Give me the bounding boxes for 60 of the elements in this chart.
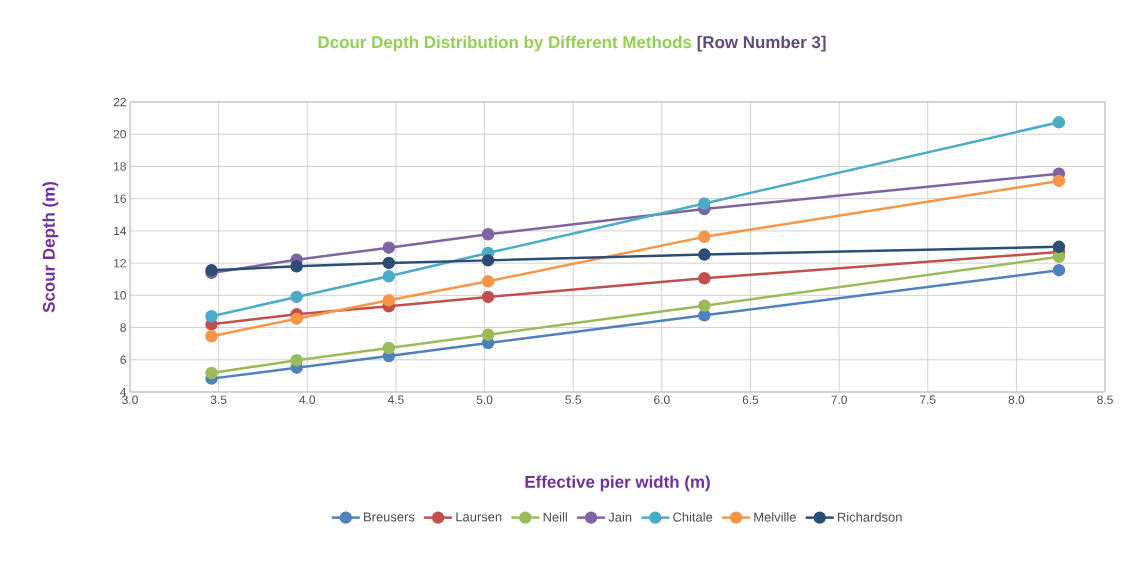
point bbox=[481, 290, 495, 304]
legend-label: Laursen bbox=[456, 512, 502, 522]
y-tick-label: 16 bbox=[114, 194, 126, 203]
point bbox=[481, 254, 495, 267]
y-tick-label: 18 bbox=[114, 162, 126, 171]
y-tick-label: 14 bbox=[114, 226, 127, 235]
point bbox=[382, 270, 396, 283]
chart-title: Dcour Depth Distribution by Different Methods bbox=[318, 35, 692, 52]
point bbox=[1052, 174, 1066, 188]
x-tick-label: 3.0 bbox=[122, 395, 138, 404]
y-tick-label: 10 bbox=[114, 291, 127, 300]
y-tick-label: 4 bbox=[120, 387, 127, 397]
point bbox=[698, 230, 711, 244]
x-tick-label: 8.0 bbox=[1008, 395, 1025, 404]
legend-label: Jain bbox=[608, 512, 632, 522]
legend-label: Richardson bbox=[838, 512, 902, 522]
x-tick-label: 4.5 bbox=[387, 395, 404, 404]
x-tick-label: 8.5 bbox=[1097, 395, 1113, 404]
point bbox=[698, 272, 711, 285]
x-tick-label: 6.0 bbox=[654, 395, 670, 404]
x-tick-label: 3.5 bbox=[210, 395, 227, 404]
point bbox=[205, 310, 218, 323]
legend-label: Melville bbox=[754, 512, 796, 522]
point bbox=[382, 294, 396, 307]
chart-subtitle: [Row Number 3] bbox=[697, 35, 826, 52]
y-tick-label: 12 bbox=[114, 258, 126, 268]
x-axis-title: Effective pier width (m) bbox=[525, 475, 710, 492]
point bbox=[382, 256, 396, 270]
point bbox=[698, 299, 711, 312]
y-tick-label: 8 bbox=[120, 323, 126, 332]
point bbox=[1052, 250, 1066, 264]
point bbox=[290, 312, 303, 325]
y-tick-label: 22 bbox=[113, 97, 126, 107]
point bbox=[290, 260, 303, 273]
point bbox=[382, 341, 396, 355]
point bbox=[290, 290, 303, 304]
point bbox=[205, 330, 218, 343]
point bbox=[1052, 240, 1066, 254]
x-tick-label: 7.5 bbox=[920, 395, 936, 404]
x-tick-label: 6.5 bbox=[742, 395, 759, 404]
x-tick-label: 7.0 bbox=[831, 395, 847, 404]
point bbox=[481, 275, 495, 288]
x-tick-label: 5.5 bbox=[565, 395, 581, 404]
point bbox=[698, 197, 711, 210]
point bbox=[205, 366, 218, 380]
legend-label: Neill bbox=[543, 512, 567, 522]
point bbox=[1052, 263, 1066, 277]
legend-label: Chitale bbox=[673, 512, 713, 522]
point bbox=[698, 248, 711, 261]
point bbox=[290, 354, 303, 367]
point bbox=[1052, 116, 1066, 129]
point bbox=[481, 228, 495, 241]
point bbox=[481, 328, 495, 341]
x-tick-label: 4.0 bbox=[299, 395, 316, 404]
point bbox=[382, 241, 396, 254]
y-tick-label: 20 bbox=[113, 129, 127, 139]
y-tick-label: 6 bbox=[120, 355, 126, 364]
legend-label: Breusers bbox=[364, 512, 415, 522]
y-axis-title: Scour Depth (m) bbox=[42, 181, 59, 313]
x-tick-label: 5.0 bbox=[476, 395, 493, 404]
